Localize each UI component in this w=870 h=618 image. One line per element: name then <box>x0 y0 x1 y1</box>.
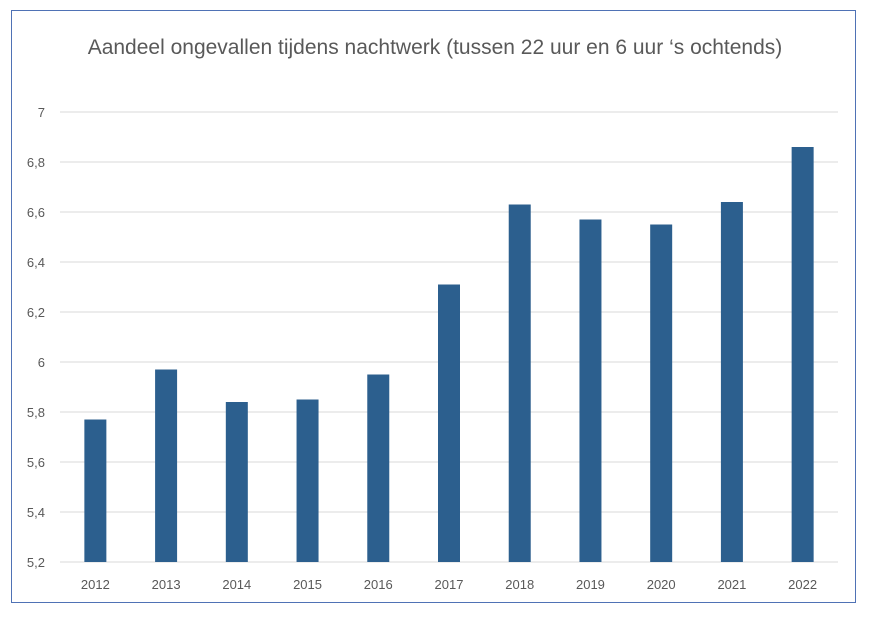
y-axis-ticks: 5,2 5,4 5,6 5,8 6 6,2 6,4 6,6 6,8 7 <box>27 105 45 570</box>
y-tick-label: 5,2 <box>27 555 45 570</box>
x-tick-label: 2012 <box>81 577 110 592</box>
x-tick-label: 2017 <box>435 577 464 592</box>
y-tick-label: 7 <box>38 105 45 120</box>
x-tick-label: 2022 <box>788 577 817 592</box>
x-axis-ticks: 2012 2013 2014 2015 2016 2017 2018 2019 2020 2021… <box>81 577 817 592</box>
y-tick-label: 6,8 <box>27 155 45 170</box>
bar-2013 <box>155 369 178 562</box>
x-tick-label: 2014 <box>222 577 251 592</box>
y-tick-label: 6,4 <box>27 255 45 270</box>
x-tick-label: 2020 <box>647 577 676 592</box>
y-tick-label: 5,4 <box>27 505 45 520</box>
bar-2017 <box>438 284 460 562</box>
y-tick-label: 6 <box>38 355 45 370</box>
bar-2015 <box>296 399 319 562</box>
bar-2022 <box>791 147 814 562</box>
bar-2019 <box>579 219 602 562</box>
bar-2021 <box>720 202 743 562</box>
x-tick-label: 2021 <box>717 577 746 592</box>
x-tick-label: 2015 <box>293 577 322 592</box>
x-tick-label: 2016 <box>364 577 393 592</box>
x-tick-label: 2019 <box>576 577 605 592</box>
bar-2018 <box>508 204 531 562</box>
y-tick-label: 6,6 <box>27 205 45 220</box>
y-tick-label: 6,2 <box>27 305 45 320</box>
chart-frame <box>11 10 856 603</box>
x-tick-label: 2018 <box>505 577 534 592</box>
x-tick-label: 2013 <box>152 577 181 592</box>
bar-2020 <box>650 224 673 562</box>
bars <box>84 147 814 562</box>
y-tick-label: 5,6 <box>27 455 45 470</box>
y-tick-label: 5,8 <box>27 405 45 420</box>
chart-title: Aandeel ongevallen tijdens nachtwerk (tu… <box>87 36 783 59</box>
bar-2014 <box>225 402 248 562</box>
bar-2016 <box>367 374 390 562</box>
bar-2012 <box>84 419 107 562</box>
